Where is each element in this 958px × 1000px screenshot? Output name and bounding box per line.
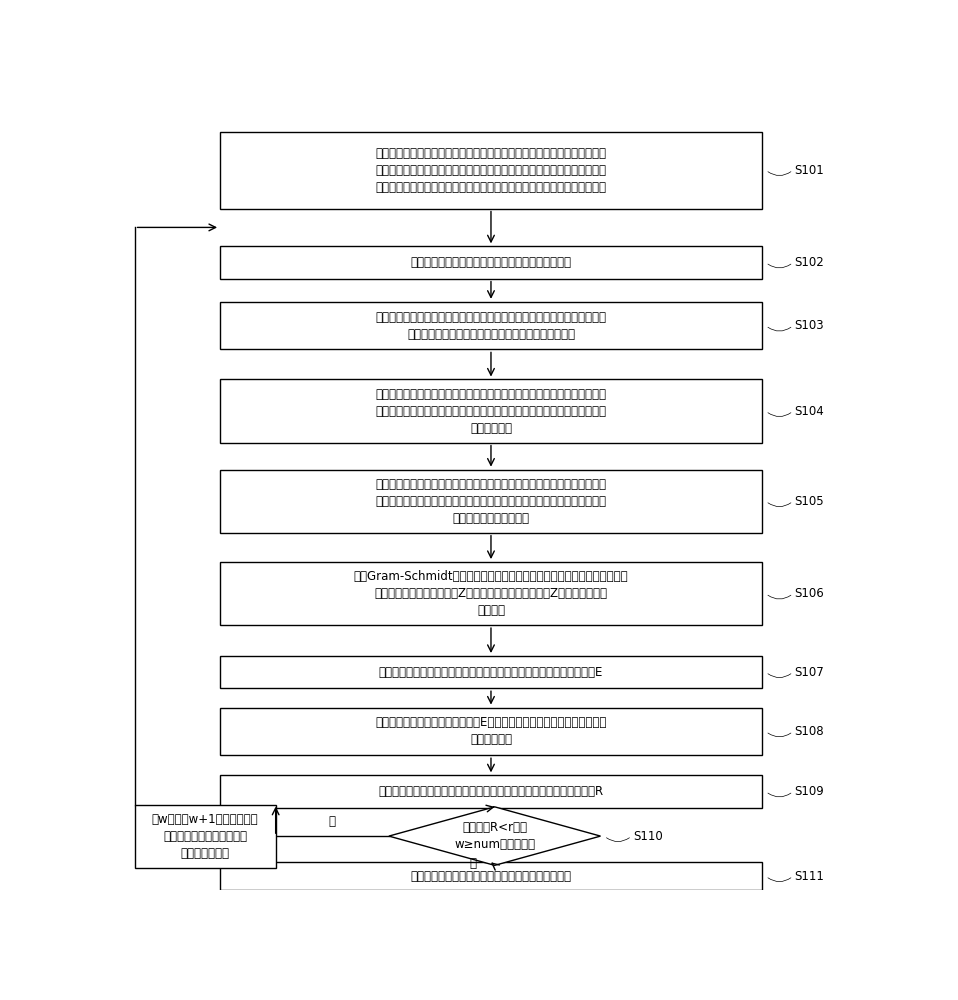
Text: 通过梯度下降法计算所述能量方程E的最优解，以重建融合影像，得到重建
后的融合影像: 通过梯度下降法计算所述能量方程E的最优解，以重建融合影像，得到重建 后的融合影像 xyxy=(376,716,606,746)
FancyBboxPatch shape xyxy=(220,302,762,349)
Text: 采用Gram-Schmidt变换对所述高分辨率影像和所述重采样后的高光谱影像进
行合并处理，得到处理结果Z；并将融合影像与处理结果Z相减，得到相关
性约束项: 采用Gram-Schmidt变换对所述高分辨率影像和所述重采样后的高光谱影像进 … xyxy=(354,570,628,617)
Text: 否: 否 xyxy=(329,815,335,828)
Text: S101: S101 xyxy=(794,164,825,177)
Text: S104: S104 xyxy=(794,405,825,418)
Text: 根据空间信息保真项、光谱形态约束项和相关性约束项，建立能量方程E: 根据空间信息保真项、光谱形态约束项和相关性约束项，建立能量方程E xyxy=(378,666,604,679)
Polygon shape xyxy=(389,807,601,865)
Text: 是: 是 xyxy=(469,857,476,870)
Text: S111: S111 xyxy=(794,870,825,883)
Text: S105: S105 xyxy=(794,495,824,508)
Text: 分别计算所述重采样后的高光谱影像和融合影像的光谱形态特征向量，并分
别计算融合影像中各精细像素在所述重采样后的高光谱影像中对应的粗像素
邻域内的权重: 分别计算所述重采样后的高光谱影像和融合影像的光谱形态特征向量，并分 别计算融合影… xyxy=(376,388,606,435)
Text: 根据计算得到的所述融合影像各波段的梯度和所述高分辨率影像各波段的梯
度，建立空间信息保真项，以增强融合影像的空间细节: 根据计算得到的所述融合影像各波段的梯度和所述高分辨率影像各波段的梯 度，建立空间… xyxy=(376,311,606,341)
Text: 分别计算融合影像和所述高分辨率影像各波段的梯度: 分别计算融合影像和所述高分辨率影像各波段的梯度 xyxy=(410,256,572,269)
Text: 判断条件R<r或者
w≥num是否成立？: 判断条件R<r或者 w≥num是否成立？ xyxy=(454,821,536,851)
Text: S109: S109 xyxy=(794,785,825,798)
Text: S110: S110 xyxy=(633,830,663,843)
FancyBboxPatch shape xyxy=(220,862,762,890)
Text: 将当前融合影像作为修正后的最终融合影像，并输出: 将当前融合影像作为修正后的最终融合影像，并输出 xyxy=(410,870,572,883)
FancyBboxPatch shape xyxy=(220,246,762,279)
FancyBboxPatch shape xyxy=(220,379,762,443)
FancyBboxPatch shape xyxy=(134,805,276,868)
Text: S107: S107 xyxy=(794,666,825,679)
Text: S102: S102 xyxy=(794,256,825,269)
FancyBboxPatch shape xyxy=(220,132,762,209)
FancyBboxPatch shape xyxy=(220,656,762,688)
Text: 获取待融合区域的高分辨率影像及对应的高光谱影像；并将所述高光谱影像
进行重采样，使其空间分辨率和所述高分辨率影像相同，进而得到重采样后
的高光谱影像；并将所述重: 获取待融合区域的高分辨率影像及对应的高光谱影像；并将所述高光谱影像 进行重采样，… xyxy=(376,147,606,194)
FancyBboxPatch shape xyxy=(220,562,762,625)
FancyBboxPatch shape xyxy=(220,775,762,808)
FancyBboxPatch shape xyxy=(220,708,762,755)
Text: S103: S103 xyxy=(794,319,824,332)
Text: 计算所述重建后的融合影像和所述重采样后的高光谱影像之间的光谱角R: 计算所述重建后的融合影像和所述重采样后的高光谱影像之间的光谱角R xyxy=(378,785,604,798)
Text: 将w更新为w+1，并将所述重
建后的融合影像作为下一次
迭代的融合影像: 将w更新为w+1，并将所述重 建后的融合影像作为下一次 迭代的融合影像 xyxy=(151,813,259,860)
Text: 根据所述重采样后的高光谱影像和融合影像的光谱形态特征向量和融合影像
中各精细像素在所述重采样后的高光谱影像中对应的粗像素邻域内的权重，
计算得到光谱形态约束项: 根据所述重采样后的高光谱影像和融合影像的光谱形态特征向量和融合影像 中各精细像素… xyxy=(376,478,606,525)
FancyBboxPatch shape xyxy=(220,470,762,533)
Text: S108: S108 xyxy=(794,725,824,738)
Text: S106: S106 xyxy=(794,587,825,600)
